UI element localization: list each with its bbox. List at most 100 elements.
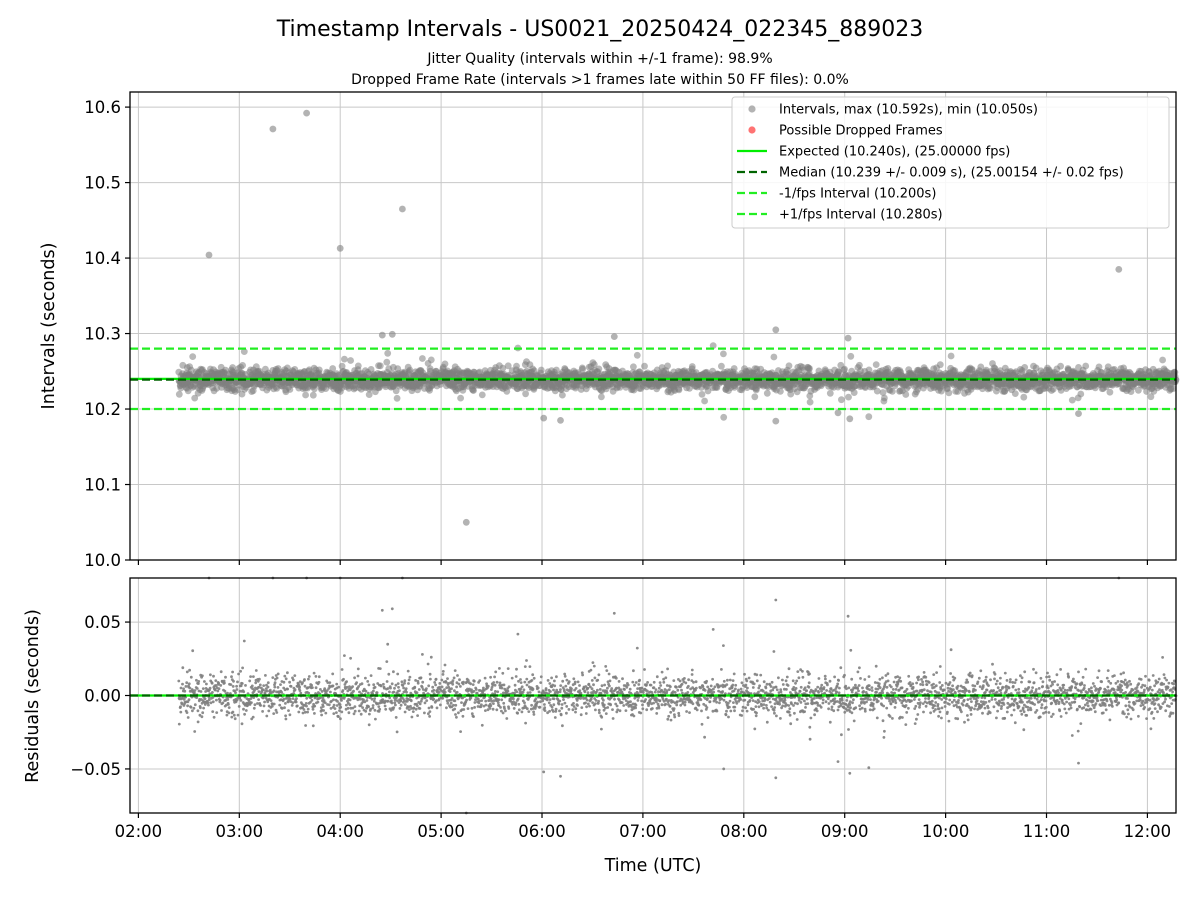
residual-point xyxy=(382,686,386,690)
residual-point xyxy=(284,677,288,681)
residual-point xyxy=(471,683,475,686)
residual-point xyxy=(395,730,399,734)
bottom-points xyxy=(177,576,1178,815)
residual-point xyxy=(230,715,234,719)
residual-point xyxy=(372,699,376,703)
residual-point xyxy=(449,701,453,705)
residual-point xyxy=(371,692,374,696)
legend-label-median: Median (10.239 +/- 0.009 s), (25.00154 +… xyxy=(779,166,1124,181)
residual-point xyxy=(242,690,246,694)
residual-point xyxy=(204,690,208,693)
residual-point xyxy=(253,688,256,692)
residual-point xyxy=(242,639,246,643)
residual-point xyxy=(558,709,561,713)
residual-point xyxy=(373,708,377,712)
residual-point xyxy=(402,686,405,690)
residual-point xyxy=(451,679,455,682)
residual-point xyxy=(519,681,523,684)
residual-point xyxy=(184,685,188,688)
interval-point xyxy=(1021,364,1029,371)
residual-point xyxy=(311,686,314,689)
legend: Intervals, max (10.592s), min (10.050s) … xyxy=(731,96,1170,229)
residual-point xyxy=(522,688,526,692)
residual-point xyxy=(319,688,322,691)
residual-point xyxy=(351,685,354,688)
residual-point xyxy=(291,701,295,705)
residual-point xyxy=(337,685,341,689)
residual-point xyxy=(301,681,304,685)
residual-point xyxy=(414,707,418,711)
residual-point xyxy=(237,672,241,676)
interval-point xyxy=(590,361,598,368)
residual-point xyxy=(310,683,313,687)
interval-point xyxy=(347,357,354,364)
residual-point xyxy=(252,675,255,678)
residual-point xyxy=(251,687,255,691)
residual-point xyxy=(527,710,531,713)
residual-point xyxy=(493,675,496,679)
residual-point xyxy=(186,704,190,708)
residual-point xyxy=(410,707,413,710)
residual-point xyxy=(484,703,488,707)
residual-point xyxy=(407,682,410,685)
residual-point xyxy=(187,682,191,686)
residual-point xyxy=(256,679,260,683)
residual-point xyxy=(421,680,425,684)
residual-point xyxy=(199,690,203,693)
residual-point xyxy=(543,706,547,710)
residual-point xyxy=(234,691,237,695)
residual-point xyxy=(396,699,399,703)
residual-point xyxy=(345,703,348,707)
residual-point xyxy=(552,703,556,707)
residual-point xyxy=(552,697,556,701)
residual-point xyxy=(261,710,264,713)
residual-point xyxy=(335,704,339,707)
residual-point xyxy=(384,707,388,711)
residual-point xyxy=(338,703,342,707)
residual-point xyxy=(525,659,528,662)
residual-point xyxy=(565,678,569,682)
residual-point xyxy=(440,678,444,682)
residual-point xyxy=(207,698,211,702)
residual-point xyxy=(397,685,400,689)
residual-point xyxy=(573,680,577,684)
residual-point xyxy=(550,705,554,709)
top-y-tick-label: 10.0 xyxy=(84,551,121,570)
residual-point xyxy=(189,705,193,709)
residual-point xyxy=(539,675,543,679)
residual-point xyxy=(496,690,500,694)
interval-point xyxy=(376,362,384,370)
residual-point xyxy=(338,709,341,712)
residual-point xyxy=(227,711,231,715)
residual-point xyxy=(465,698,468,702)
residual-point xyxy=(393,686,396,690)
residual-point xyxy=(520,685,524,689)
residual-point xyxy=(357,709,361,713)
residual-point xyxy=(393,701,397,705)
residual-point xyxy=(262,684,266,687)
interval-point xyxy=(598,393,605,401)
residual-point xyxy=(212,674,215,678)
interval-point xyxy=(701,397,708,405)
residual-point xyxy=(331,684,335,688)
residual-point xyxy=(195,687,199,690)
residual-point xyxy=(356,674,360,678)
residual-point xyxy=(375,691,379,695)
residual-point xyxy=(432,688,436,692)
residual-point xyxy=(543,703,546,706)
residual-point xyxy=(287,709,290,712)
residual-point xyxy=(371,706,375,710)
residual-point xyxy=(182,698,186,701)
residual-point xyxy=(366,691,370,695)
residual-point xyxy=(256,702,259,705)
residual-point xyxy=(495,708,499,712)
residual-point xyxy=(460,701,463,704)
residual-point xyxy=(201,674,204,678)
residual-point xyxy=(283,674,287,678)
residual-point xyxy=(489,697,493,701)
residual-point xyxy=(470,706,474,710)
legend-label-expected: Expected (10.240s), (25.00000 fps) xyxy=(779,145,1010,160)
residual-point xyxy=(311,724,315,728)
interval-point xyxy=(302,391,309,399)
